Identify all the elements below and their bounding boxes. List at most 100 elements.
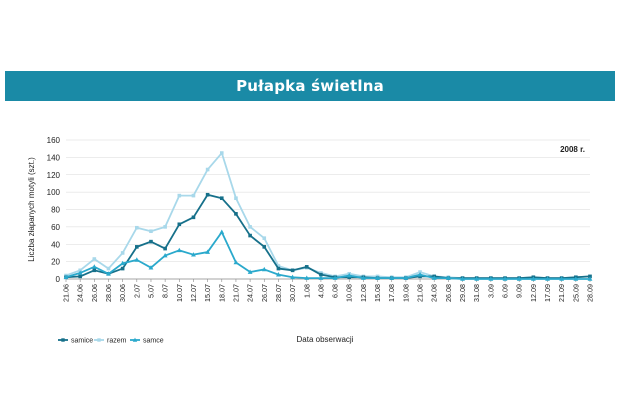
x-tick-label: 29.08	[458, 284, 467, 302]
data-point-samice	[276, 266, 281, 271]
x-tick-label: 12.07	[189, 284, 198, 302]
data-point-samice	[92, 268, 97, 273]
data-point-samice	[588, 274, 592, 279]
data-point-samice	[290, 268, 295, 273]
x-tick-label: 17.09	[543, 284, 552, 302]
data-point-samce	[176, 247, 182, 253]
x-tick-label: 21.07	[231, 284, 240, 302]
x-tick-label: 21.09	[557, 284, 566, 302]
data-point-samice	[248, 233, 252, 238]
y-tick-label: 160	[47, 136, 61, 145]
data-point-samce	[63, 274, 69, 280]
x-tick-label: 26.08	[444, 284, 453, 302]
data-point-samce	[460, 276, 465, 281]
data-point-samce	[77, 270, 83, 275]
data-point-razem	[248, 225, 252, 229]
data-point-samce	[403, 275, 409, 280]
data-point-samce	[304, 275, 310, 280]
x-tick-label: 28.09	[586, 284, 595, 302]
data-point-razem	[106, 266, 111, 271]
data-point-razem	[262, 236, 267, 240]
data-point-samce	[219, 229, 225, 234]
data-point-samce	[545, 276, 550, 281]
data-point-samce	[134, 257, 140, 262]
data-point-samice	[177, 222, 182, 227]
x-tick-label: 24.07	[246, 284, 255, 302]
data-point-samce	[474, 276, 480, 281]
data-point-samce	[247, 269, 253, 274]
data-point-razem	[191, 193, 196, 198]
x-tick-label: 5.07	[146, 284, 155, 298]
data-point-razem	[276, 264, 281, 268]
data-point-samice	[191, 215, 196, 220]
data-point-samce	[120, 260, 126, 266]
data-point-razem	[120, 251, 125, 255]
y-axis-ticks: 0 20 40 60 80 100 120 140 160	[47, 136, 61, 284]
data-point-samce	[205, 249, 211, 254]
data-point-razem	[149, 229, 153, 234]
data-point-samce	[445, 275, 451, 280]
series-line-samce	[65, 231, 590, 280]
data-point-samce	[276, 272, 281, 277]
data-point-samce	[389, 275, 395, 280]
x-tick-label: 24.06	[76, 284, 85, 302]
y-axis-label: Liczba złapanych motyli (szt.)	[27, 157, 36, 262]
year-annotation: 2008 r.	[560, 145, 585, 154]
x-tick-label: 26.06	[90, 284, 99, 302]
data-point-samce	[162, 252, 168, 258]
legend: samice razem samce	[58, 338, 164, 345]
legend-marker-samce	[132, 337, 138, 342]
data-point-samce	[587, 276, 593, 281]
data-point-razem	[163, 225, 167, 229]
data-point-samce	[559, 276, 565, 281]
data-point-samce	[417, 272, 423, 277]
x-tick-label: 30.06	[118, 284, 127, 302]
x-tick-label: 15.08	[373, 284, 382, 302]
data-point-samice	[319, 272, 323, 277]
data-point-samice	[205, 192, 210, 197]
data-point-samice	[262, 245, 267, 249]
legend-marker-razem	[97, 338, 101, 342]
data-point-samice	[149, 239, 153, 244]
x-tick-label: 12.08	[359, 284, 368, 302]
x-tick-label: 3.09	[486, 284, 495, 298]
x-tick-label: 9.09	[515, 284, 524, 298]
x-tick-label: 28.06	[104, 284, 113, 302]
x-tick-label: 2.07	[132, 284, 141, 298]
data-point-samice	[234, 212, 238, 216]
y-tick-label: 120	[47, 171, 61, 180]
x-tick-label: 4.08	[316, 284, 325, 298]
data-point-samce	[375, 275, 380, 280]
x-axis-label: Data obserwacji	[297, 335, 354, 344]
data-point-samice	[135, 245, 139, 249]
data-point-samice	[120, 266, 125, 271]
data-point-samce	[573, 276, 579, 281]
y-tick-label: 100	[47, 188, 61, 197]
data-point-samce	[148, 265, 154, 270]
data-point-samce	[346, 272, 352, 278]
data-point-samce	[191, 252, 196, 257]
y-tick-label: 140	[47, 153, 61, 162]
data-point-razem	[418, 270, 422, 274]
data-point-samice	[163, 246, 167, 251]
data-point-razem	[205, 167, 210, 172]
x-tick-label: 10.07	[175, 284, 184, 302]
data-point-samce	[91, 264, 97, 269]
data-point-samce	[516, 276, 522, 281]
x-tick-label: 6.08	[331, 284, 340, 298]
x-tick-label: 25.09	[571, 284, 580, 302]
y-tick-label: 40	[51, 240, 60, 249]
data-point-samce	[488, 276, 494, 281]
legend-label-samce: samce	[143, 338, 164, 345]
data-point-samce	[332, 275, 338, 280]
x-tick-label: 1.08	[302, 284, 311, 298]
x-tick-label: 19.08	[401, 284, 410, 302]
data-point-samce	[530, 276, 536, 281]
data-point-samice	[78, 274, 82, 279]
data-point-razem	[135, 225, 139, 230]
x-tick-label: 6.09	[501, 284, 510, 298]
data-point-razem	[177, 193, 182, 198]
y-tick-label: 0	[56, 275, 61, 284]
data-point-razem	[78, 268, 82, 273]
x-tick-label: 15.07	[203, 284, 212, 302]
